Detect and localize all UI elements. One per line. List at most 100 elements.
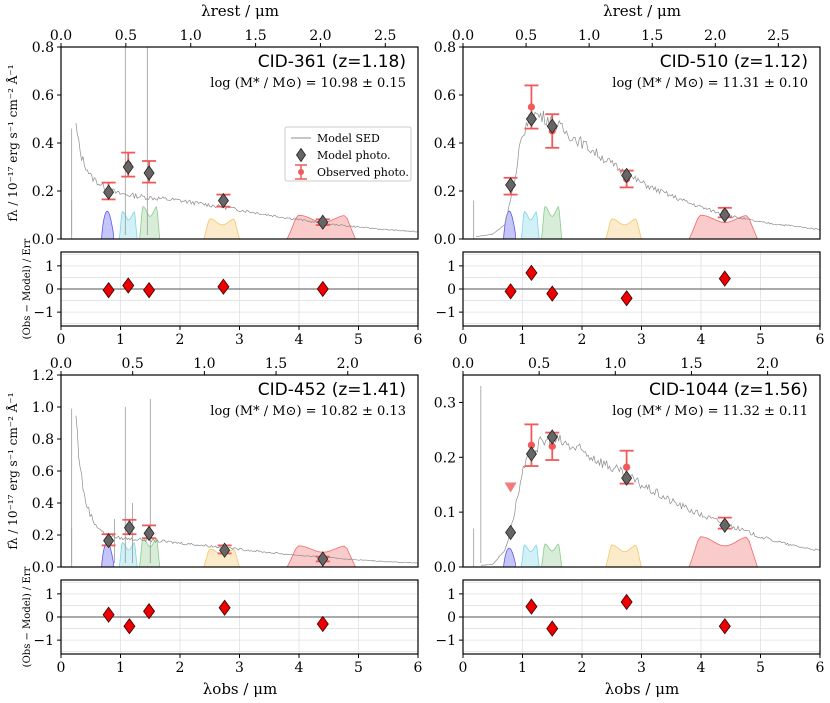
residual-point [217, 278, 230, 295]
rest-tick-label: 1.0 [180, 28, 202, 44]
xtick-label: 0 [57, 660, 66, 676]
residual-ytick-label: 0 [447, 610, 456, 626]
model-photometry-point [719, 517, 731, 533]
stellar-mass-label: log (M* / M⊙) = 11.32 ± 0.11 [612, 404, 808, 419]
xtick-label: 1 [116, 660, 125, 676]
xtick-label: 4 [295, 660, 304, 676]
ylabel-resid-top: (Obs − Model) / Err [22, 238, 33, 339]
upper-limit-marker [504, 482, 517, 493]
ytick-label: 0.0 [434, 232, 456, 248]
rest-tick-label: 2.0 [309, 28, 331, 44]
residual-point [143, 281, 156, 299]
xtick-label: 5 [756, 660, 765, 676]
stellar-mass-label: log (M* / M⊙) = 10.82 ± 0.13 [210, 404, 406, 419]
xtick-label: 3 [235, 660, 244, 676]
xtick-label: 1 [518, 332, 527, 348]
residual-panel: 10−10 1 2 3 4 5 6 [435, 251, 825, 348]
model-photometry-point [621, 167, 633, 184]
rest-tick-label: 0.5 [115, 28, 137, 44]
residual-point [504, 283, 517, 300]
ytick-label: 0.2 [32, 184, 54, 200]
rest-tick-label: 1.0 [193, 356, 215, 372]
xtick-label: 2 [578, 332, 587, 348]
model-photometry-point [143, 165, 155, 181]
ytick-label: 0.6 [32, 88, 54, 104]
rest-tick-label: 2.5 [374, 28, 396, 44]
residual-point [525, 264, 538, 281]
model-photometry-point [123, 520, 135, 536]
filter-band-4 [203, 218, 240, 239]
sed-axes-frame [462, 374, 821, 568]
xtick-label: 6 [816, 332, 825, 348]
panel-title: CID-1044 (z=1.56) [649, 380, 808, 400]
residual-point [102, 281, 115, 299]
rest-tick-label: 1.5 [680, 356, 702, 372]
rest-tick-label: 0.5 [515, 28, 537, 44]
model-photometry-point [317, 551, 329, 567]
residual-point [546, 285, 559, 302]
model-photometry-point [546, 429, 558, 445]
model-photometry-point [217, 192, 229, 209]
xtick-label: 0 [459, 660, 468, 676]
panel-2: 0.00.20.40.60.80.0 0.5 1.0 1.5 2.0 2.5CID-510… [434, 28, 825, 348]
ylabel-flux-top: fλ / 10⁻¹⁷ erg s⁻¹ cm⁻² Å⁻¹ [5, 64, 20, 221]
xtick-label: 4 [295, 332, 304, 348]
residual-point [620, 593, 633, 611]
residual-point [143, 603, 156, 620]
ytick-label: 0.4 [32, 496, 54, 512]
ylabel-flux-bottom: fλ / 10⁻¹⁷ erg s⁻¹ cm⁻² Å⁻¹ [5, 392, 20, 549]
model-photometry-point [525, 111, 537, 127]
legend: Model SED Model photo. Observed photo. [284, 126, 412, 182]
rest-tick-label: 1.5 [244, 28, 266, 44]
model-photometry-point [103, 184, 115, 200]
residual-point [718, 618, 731, 635]
filter-band-2 [520, 544, 540, 567]
xtick-label: 2 [176, 660, 185, 676]
xtick-label: 3 [235, 332, 244, 348]
xtick-label: 0 [57, 332, 66, 348]
ytick-label: 0.8 [434, 40, 456, 56]
xtick-label: 6 [414, 660, 423, 676]
xtick-label: 1 [518, 660, 527, 676]
xtick-label: 6 [414, 332, 423, 348]
residual-point [718, 270, 731, 287]
model-photometry-point [525, 446, 537, 462]
ytick-label: 0.0 [32, 560, 54, 576]
ytick-label: 0.0 [32, 232, 54, 248]
residual-ytick-label: −1 [435, 633, 456, 649]
rest-tick-label: 2.0 [756, 356, 778, 372]
residual-point [316, 280, 329, 298]
legend-swatch-observed [298, 169, 304, 175]
xtick-label: 6 [816, 660, 825, 676]
panel-1: 0.00.20.40.60.80.0 0.5 1.0 1.5 2.0 2.5CID-361… [32, 28, 423, 348]
observed-point [527, 103, 536, 111]
model-photometry-point [219, 542, 231, 558]
xtick-label: 1 [116, 332, 125, 348]
sed-plot-area [71, 47, 418, 239]
filter-band-1 [503, 547, 516, 567]
filter-band-2 [118, 211, 138, 239]
legend-box [284, 126, 412, 182]
rest-tick-label: 2.5 [767, 28, 789, 44]
panel-title: CID-361 (z=1.18) [258, 52, 406, 72]
residual-ytick-label: −1 [33, 305, 54, 321]
legend-label: Model SED [317, 132, 380, 145]
observed-point [527, 441, 536, 449]
filter-band-4 [605, 544, 642, 567]
ytick-label: 0.2 [434, 184, 456, 200]
xtick-label: 2 [578, 660, 587, 676]
model-photometry-point [719, 207, 731, 223]
model-photometry-point [103, 532, 115, 549]
residual-point [218, 599, 231, 616]
ytick-label: 0.3 [434, 395, 456, 411]
rest-tick-label: 2.0 [704, 28, 726, 44]
model-photometry-point [546, 118, 558, 134]
xtick-label: 5 [354, 660, 363, 676]
legend-swatch-model [296, 147, 306, 163]
xlabel-rest-left: λrest / μm [201, 2, 279, 20]
model-sed-line [480, 432, 820, 566]
sed-plot-area [473, 385, 820, 567]
xtick-label: 0 [459, 332, 468, 348]
xlabel-rest-right: λrest / μm [603, 2, 681, 20]
